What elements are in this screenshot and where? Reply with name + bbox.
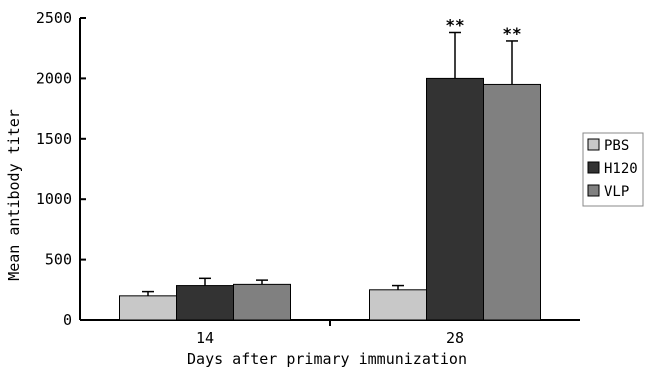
bar-h120-28: [426, 77, 484, 321]
legend-swatch: [587, 161, 600, 174]
y-axis-title: Mean antibody titer: [5, 109, 23, 281]
bar-pbs-14: [119, 295, 177, 321]
legend-swatch: [587, 138, 600, 151]
x-tick-label: 14: [196, 329, 214, 347]
bars: [119, 77, 541, 321]
y-tick-label: 1500: [36, 130, 72, 148]
x-axis-title: Days after primary immunization: [187, 350, 467, 368]
y-tick-label: 0: [63, 311, 72, 329]
legend-swatch: [587, 184, 600, 197]
y-tick-label: 500: [45, 251, 72, 269]
y-tick-label: 2000: [36, 69, 72, 87]
error-bars: [142, 31, 518, 296]
legend-label: VLP: [604, 184, 629, 200]
significance-annotation: **: [502, 24, 521, 43]
annotations: ** **: [445, 15, 521, 42]
bar-vlp-14: [233, 283, 291, 321]
y-tick-label: 1000: [36, 190, 72, 208]
legend: PBS H120 VLP: [582, 132, 644, 207]
significance-annotation: **: [445, 15, 464, 34]
y-tick-label: 2500: [36, 9, 72, 27]
bar-pbs-28: [369, 289, 427, 321]
legend-label: H120: [604, 161, 638, 177]
legend-label: PBS: [604, 138, 629, 154]
bar-vlp-28: [483, 83, 541, 321]
bar-h120-14: [176, 285, 234, 321]
x-tick-label: 28: [446, 329, 464, 347]
